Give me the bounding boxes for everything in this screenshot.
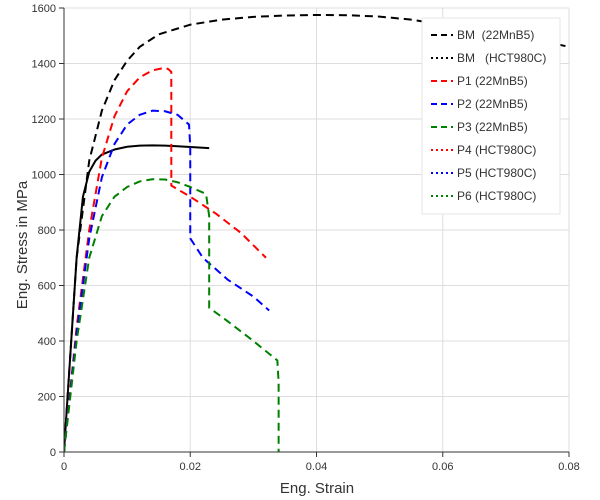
y-tick-label: 1000 — [32, 170, 56, 182]
legend-box — [421, 17, 561, 215]
y-tick-label: 800 — [38, 225, 56, 237]
x-tick-label: 0.06 — [432, 461, 453, 473]
tick-labels: 0 0.02 0.04 0.06 0.08 0 200 400 600 800 1000 1200 14… — [32, 3, 580, 473]
series-lines — [64, 13, 569, 453]
legend-label: P5 (HCT980C) — [457, 166, 536, 180]
series-line-p1-22mnb5 — [64, 66, 267, 453]
legend-label: P4 (HCT980C) — [457, 143, 536, 157]
x-tick-label: 0.08 — [558, 461, 579, 473]
y-tick-label: 200 — [38, 392, 56, 404]
legend-label: P3 (22MnB5) — [457, 120, 528, 134]
x-tick-label: 0.02 — [180, 461, 201, 473]
y-tick-label: 1400 — [32, 59, 56, 71]
y-tick-label: 600 — [38, 281, 56, 293]
y-tick-label: 1600 — [32, 3, 56, 15]
x-tick-label: 0 — [61, 461, 67, 473]
series-line-bm-22mnb5 — [64, 13, 569, 453]
y-axis-label: Eng. Stress in MPa — [14, 180, 31, 309]
series-line-p3-22mnb5 — [64, 178, 280, 453]
legend-label: P2 (22MnB5) — [457, 97, 528, 111]
series-line-p2-22mnb5 — [64, 109, 270, 453]
axes — [59, 7, 570, 457]
legend-label: BM (HCT980C) — [457, 51, 546, 65]
y-tick-label: 400 — [38, 336, 56, 348]
legend-label: P1 (22MnB5) — [457, 74, 528, 88]
series-line-bm-hct980c — [64, 144, 210, 453]
legend-label: P6 (HCT980C) — [457, 189, 536, 203]
x-tick-label: 0.04 — [306, 461, 327, 473]
y-tick-label: 1200 — [32, 114, 56, 126]
y-tick-label: 0 — [50, 447, 56, 459]
x-axis-label: Eng. Strain — [280, 480, 354, 497]
legend: BM (22MnB5) BM (HCT980C) P1 (22MnB5) P2 (22… — [421, 17, 561, 215]
legend-label: BM (22MnB5) — [457, 28, 534, 42]
